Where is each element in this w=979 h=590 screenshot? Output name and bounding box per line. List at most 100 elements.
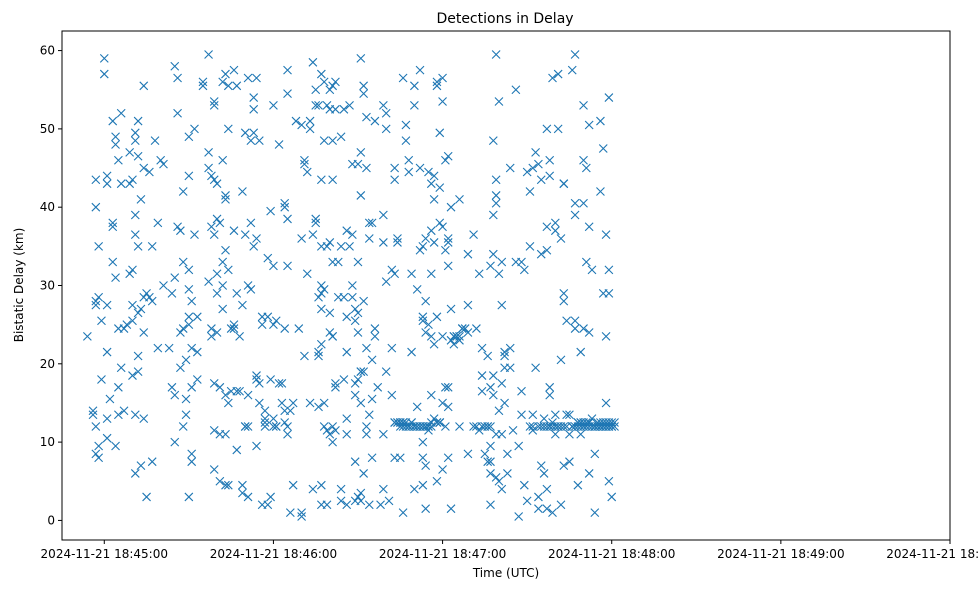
data-point [187,296,197,306]
data-point [97,375,106,384]
data-point [443,453,453,463]
data-point [223,398,233,408]
data-point [457,324,467,333]
data-point [133,116,143,126]
data-point [266,492,275,502]
data-point [486,261,495,271]
data-point [350,316,360,326]
data-point [477,343,487,353]
data-point [342,500,352,510]
data-point [525,241,535,251]
data-point [559,461,569,470]
data-point [418,437,428,447]
data-point [610,422,619,431]
data-point [207,332,216,341]
data-point [522,496,532,506]
data-point [305,398,315,408]
data-point [370,324,380,333]
data-point [226,324,236,333]
data-point [393,238,402,247]
data-point [147,457,157,467]
data-point [170,390,180,400]
data-point [378,210,388,220]
data-point [159,159,168,169]
data-point [488,136,498,146]
data-point [381,367,391,377]
data-point [500,347,509,357]
data-point [223,81,233,91]
data-point [209,175,219,185]
x-axis-label: Time (UTC) [472,566,539,580]
data-point [311,101,321,110]
data-point [486,500,495,510]
data-point [542,484,552,494]
data-point [314,351,323,361]
data-point [218,304,228,314]
data-point [362,163,371,173]
data-point [325,328,335,337]
data-point [553,124,563,134]
data-point [534,492,543,502]
data-point [378,429,388,439]
data-point [221,429,230,439]
data-point [319,136,329,146]
data-point [598,144,608,153]
data-point [277,378,287,388]
data-point [249,104,259,114]
data-point [280,324,290,333]
data-point [562,316,571,326]
data-point [319,285,329,294]
data-point [418,453,428,463]
data-point [362,343,371,353]
data-point [300,155,309,165]
data-point [596,187,605,196]
data-point [153,343,163,353]
data-point [325,85,335,95]
data-point [336,132,346,142]
data-point [503,449,512,459]
data-point [130,469,140,478]
data-point [486,422,495,431]
data-point [170,61,180,71]
data-point [221,69,230,79]
data-point [356,496,366,506]
data-point [325,238,335,247]
data-point [328,422,338,431]
data-point [260,414,270,424]
data-point [316,175,326,185]
data-point [491,191,501,200]
data-point [559,422,569,431]
data-point [82,332,92,341]
data-point [353,308,363,318]
data-point [232,288,242,298]
data-point [587,265,597,275]
data-point [488,210,498,220]
data-point [130,210,140,220]
data-point [136,194,146,204]
y-axis-label: Bistatic Delay (km) [12,228,26,343]
data-point [356,147,366,157]
data-point [223,124,233,134]
data-point [249,128,259,138]
data-point [339,292,349,302]
data-point [398,418,408,427]
data-point [102,414,112,424]
data-point [550,226,560,236]
data-point [288,398,298,408]
data-point [545,390,555,400]
data-point [367,394,377,404]
data-point [398,73,408,83]
data-point [381,124,391,134]
data-point [463,249,473,259]
data-point [305,124,315,134]
data-point [102,300,112,310]
data-point [409,484,419,494]
data-point [176,328,185,337]
data-point [390,163,400,173]
data-point [548,73,557,83]
data-point [136,461,146,470]
data-point [342,414,352,424]
data-point [517,386,526,396]
data-point [297,120,307,130]
y-tick-label: 50 [40,122,55,136]
